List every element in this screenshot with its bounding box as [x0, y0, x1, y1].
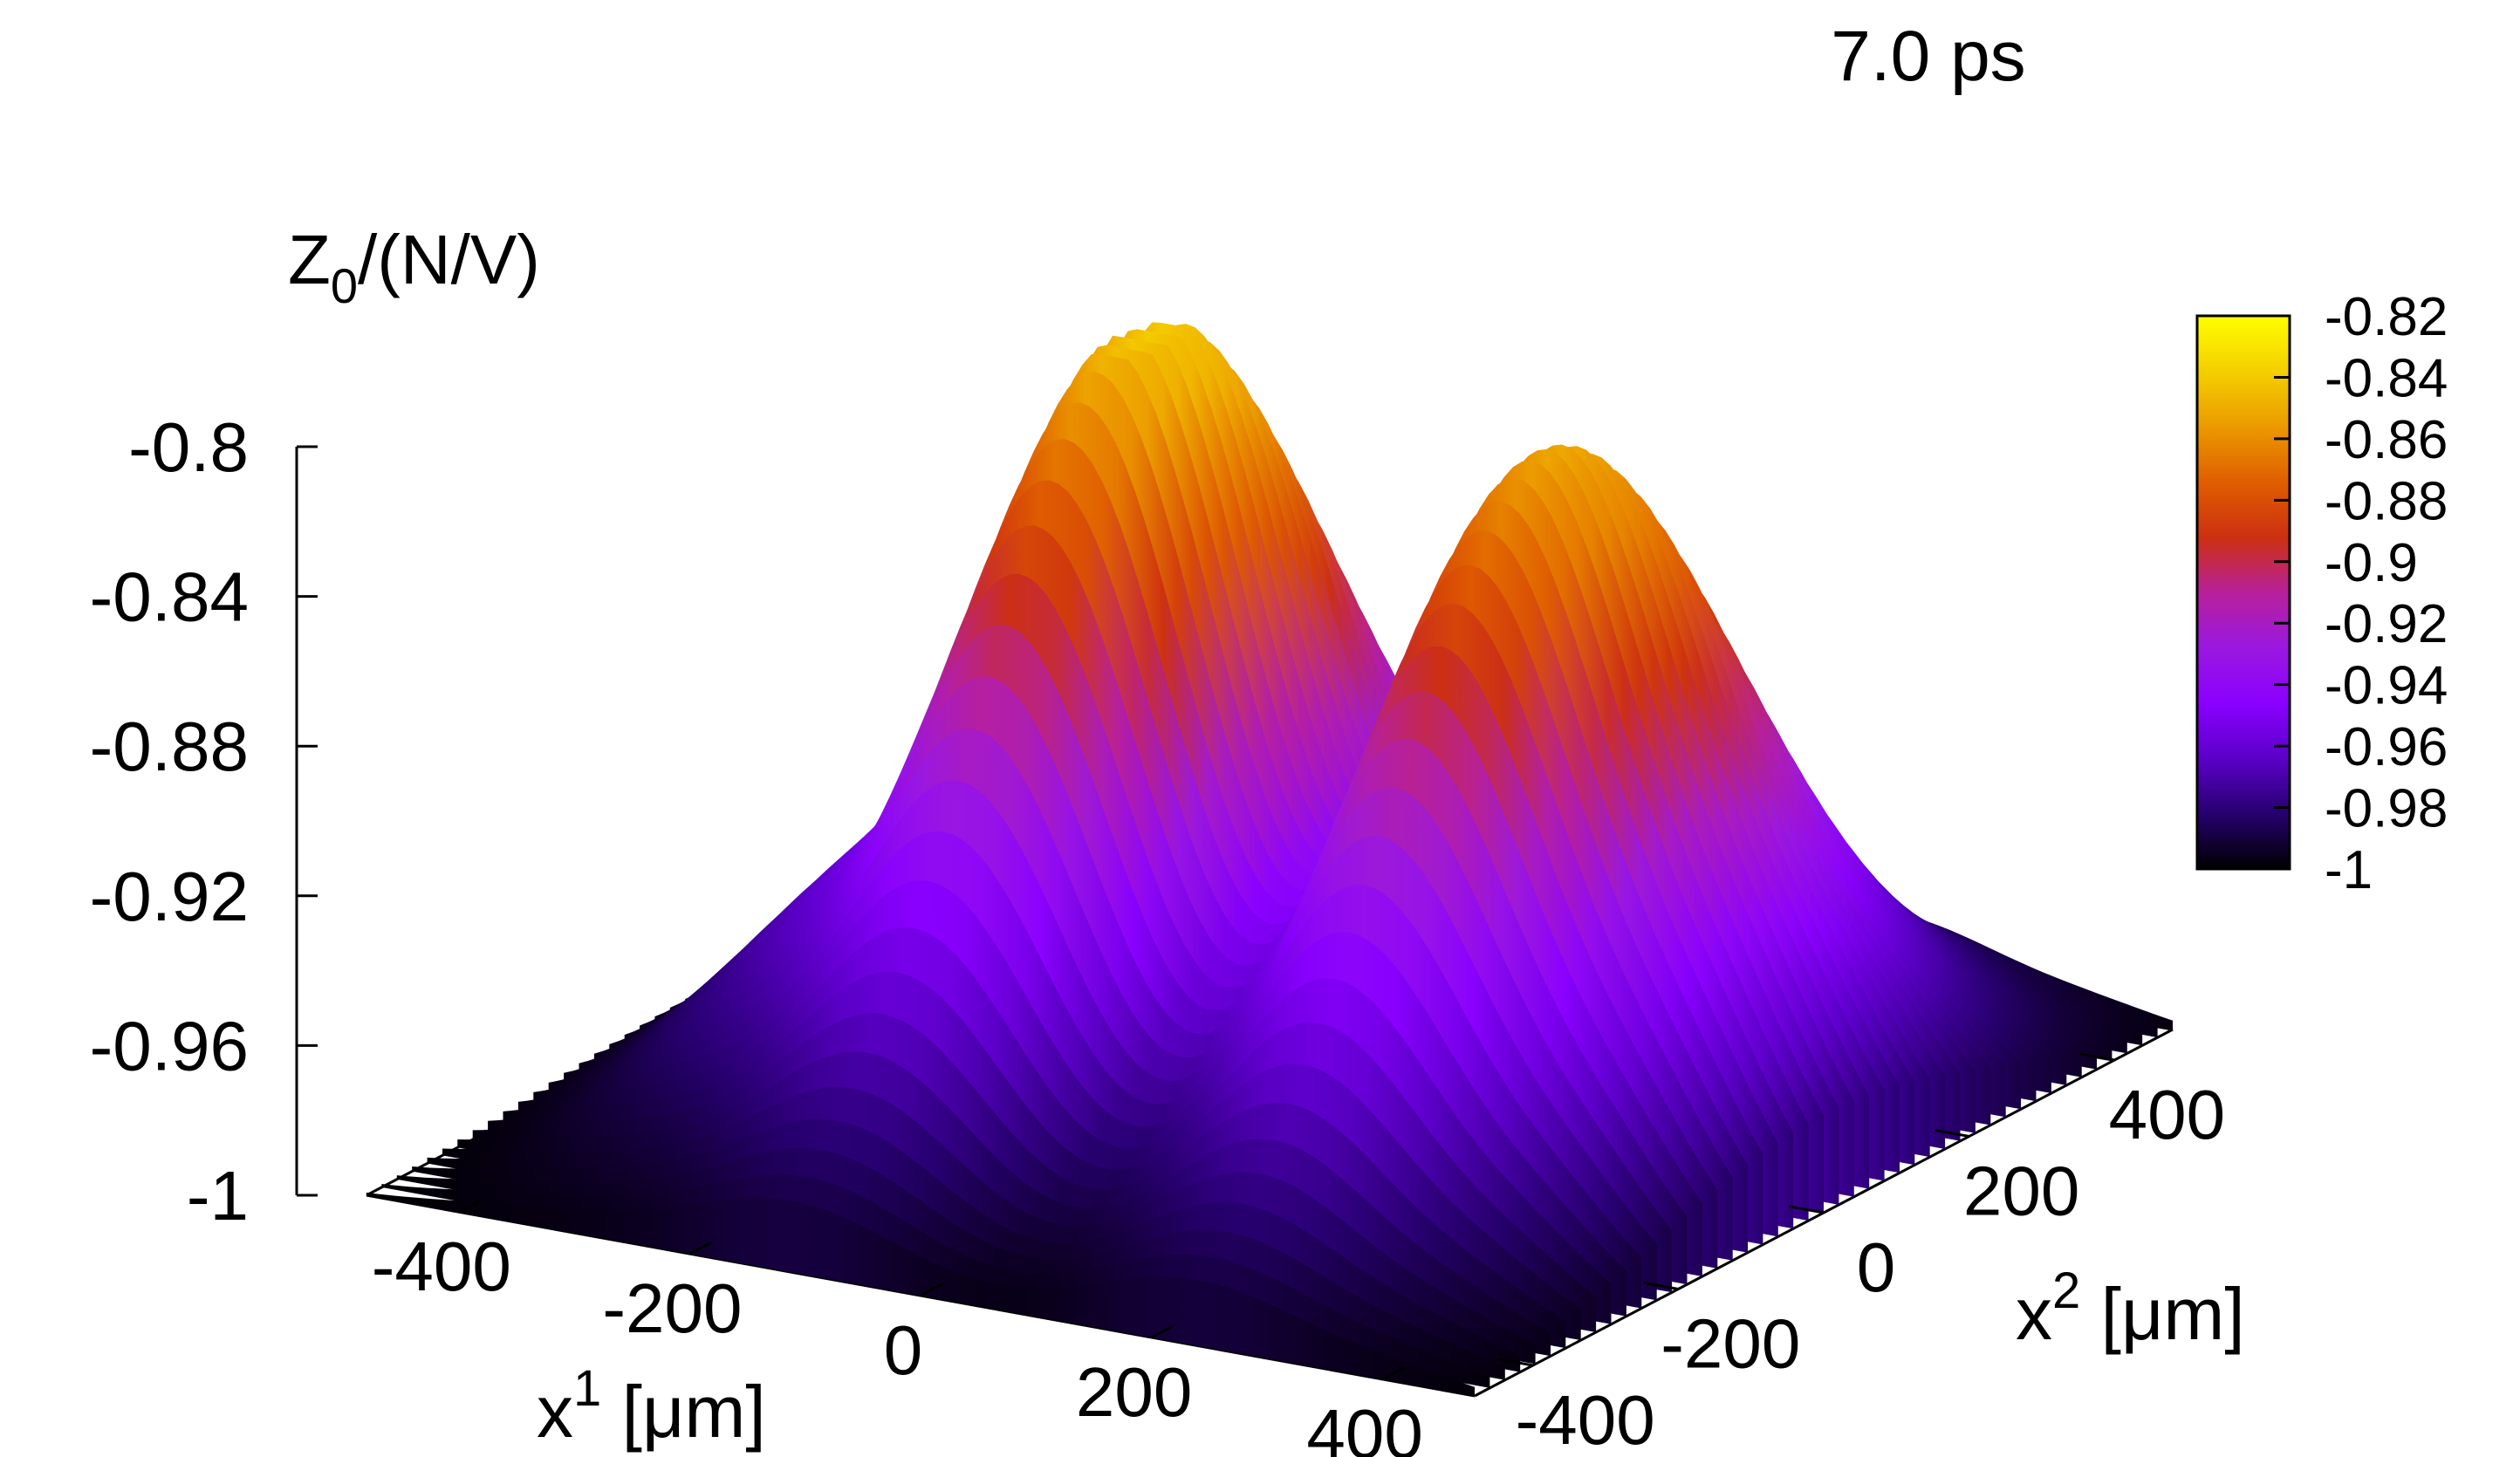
- x1-tick-label: -400: [372, 1228, 511, 1305]
- x2-tick-label: 400: [2109, 1076, 2225, 1153]
- x1-tick: [458, 1199, 482, 1214]
- x2-tick-label: 0: [1857, 1228, 1896, 1306]
- x1-tick: [920, 1283, 943, 1297]
- colorbar-ticks: -0.82-0.84-0.86-0.88-0.9-0.92-0.94-0.96-…: [2274, 287, 2448, 900]
- surface: [366, 322, 2173, 1396]
- x1-tick: [1381, 1366, 1405, 1381]
- colorbar: -0.82-0.84-0.86-0.88-0.9-0.92-0.94-0.96-…: [2195, 287, 2448, 900]
- z-axis: -0.8 -0.84 -0.88 -0.92 -0.96 -1: [90, 408, 318, 1235]
- colorbar-tick-label: -0.92: [2325, 594, 2448, 654]
- time-annotation: 7.0 ps: [1831, 17, 2025, 96]
- z-tick-label: -0.88: [90, 708, 249, 785]
- x1-axis-label-sup: 1: [573, 1360, 601, 1417]
- x2-tick: [2079, 1052, 2115, 1062]
- z-axis-label-main: Z: [288, 221, 331, 298]
- x1-axis-label-main: x: [537, 1371, 573, 1453]
- z-tick-label: -0.96: [90, 1007, 249, 1084]
- x2-axis-label-main: x: [2016, 1273, 2052, 1355]
- x1-axis-ticks: -400 -200 0 200 400: [372, 1199, 1423, 1457]
- colorbar-tick-label: -0.94: [2325, 656, 2448, 716]
- colorbar-tick-label: -0.86: [2325, 410, 2448, 470]
- x1-tick-label: 0: [884, 1311, 923, 1389]
- colorbar-tick-label: -0.88: [2325, 471, 2448, 531]
- x2-tick: [1643, 1281, 1679, 1290]
- x2-axis-ticks: -400-200 0 200 400: [1497, 1052, 2225, 1457]
- x1-tick-label: -200: [602, 1269, 742, 1347]
- x2-tick: [1934, 1128, 1969, 1138]
- x1-axis-label: x1 [μm]: [537, 1360, 766, 1453]
- z-tick-label: -0.84: [90, 558, 249, 636]
- x2-tick: [1789, 1205, 1825, 1214]
- z-axis-label: Z0/(N/V): [288, 221, 540, 313]
- x2-tick-label: -400: [1516, 1381, 1655, 1457]
- colorbar-frame: [2195, 314, 2291, 871]
- z-tick-label: -0.8: [128, 408, 249, 486]
- colorbar-tick-label: -0.84: [2325, 348, 2448, 408]
- colorbar-gradient: [2197, 316, 2290, 869]
- colorbar-tick-label: -0.96: [2325, 717, 2448, 777]
- x1-tick-label: 400: [1306, 1395, 1422, 1457]
- x2-tick-label: -200: [1661, 1305, 1800, 1383]
- x2-axis-label-sup: 2: [2052, 1262, 2080, 1319]
- x2-axis-label-rest: [μm]: [2080, 1273, 2244, 1355]
- x1-axis-label-rest: [μm]: [601, 1371, 765, 1453]
- z-axis-label-sub: 0: [331, 258, 358, 313]
- colorbar-tick-label: -0.82: [2325, 287, 2448, 347]
- x2-tick-label: 200: [1963, 1153, 2079, 1230]
- colorbar-tick-label: -0.9: [2325, 533, 2418, 593]
- z-tick-label: -0.92: [90, 858, 249, 935]
- x1-tick: [1150, 1324, 1174, 1339]
- x2-tick: [1497, 1358, 1533, 1367]
- colorbar-tick-label: -0.98: [2325, 779, 2448, 839]
- x2-axis-label: x2 [μm]: [2016, 1262, 2245, 1355]
- z-axis-label-rest: /(N/V): [358, 221, 540, 298]
- x1-tick-label: 200: [1076, 1353, 1192, 1431]
- colorbar-tick-label: -1: [2325, 840, 2373, 900]
- z-tick-label: -1: [187, 1157, 249, 1235]
- x1-tick: [688, 1241, 713, 1255]
